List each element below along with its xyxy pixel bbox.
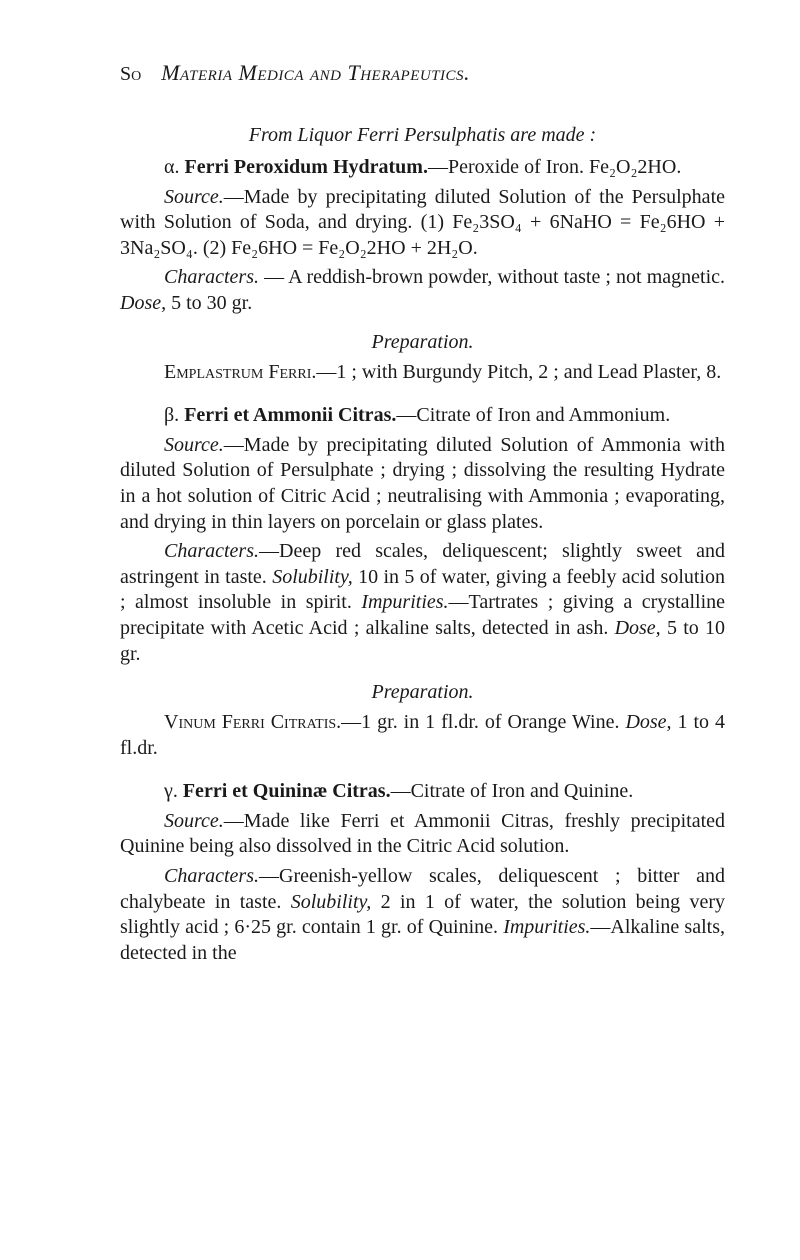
gamma-label: γ. — [164, 780, 183, 802]
gamma-tail: —Citrate of Iron and Quinine. — [391, 780, 634, 802]
vinum-name: Vinum Ferri Citratis. — [164, 711, 341, 733]
alpha-source: Source.—Made by precipitating diluted So… — [120, 185, 725, 262]
beta-characters: Characters.—Deep red scales, deliquescen… — [120, 539, 725, 667]
solubility-label: Solubility, — [272, 566, 353, 588]
dose-text: 5 to 30 gr. — [166, 292, 252, 314]
vinum-text: —1 gr. in 1 fl.dr. of Orange Wine. — [341, 711, 625, 733]
gamma-title: Ferri et Quininæ Citras. — [183, 780, 391, 802]
running-title: Materia Medica and Therapeutics. — [161, 60, 470, 85]
beta-entry: β. Ferri et Ammonii Citras.—Citrate of I… — [120, 403, 725, 429]
solubility-label: Solubility, — [291, 891, 372, 913]
alpha-label: α. — [164, 156, 184, 178]
characters-label: Characters. — [164, 865, 259, 887]
emplastrum-name: Emplastrum Ferri. — [164, 361, 316, 383]
vinum-dose-label: Dose, — [625, 711, 671, 733]
impurities-label: Impurities. — [503, 916, 590, 938]
page-number: So — [120, 63, 141, 85]
preparation-heading: Preparation. — [120, 331, 725, 354]
impurities-label: Impurities. — [361, 591, 448, 613]
alpha-entry: α. Ferri Peroxidum Hydratum.—Peroxide of… — [120, 155, 725, 181]
gamma-entry: γ. Ferri et Quininæ Citras.—Citrate of I… — [120, 779, 725, 805]
characters-label: Characters. — [164, 540, 259, 562]
alpha-title: Ferri Peroxidum Hydratum. — [184, 156, 427, 178]
made-from-line: From Liquor Ferri Persulphatis are made … — [120, 124, 725, 147]
vinum-entry: Vinum Ferri Citratis.—1 gr. in 1 fl.dr. … — [120, 710, 725, 761]
characters-text: — A reddish-brown powder, without taste … — [259, 266, 725, 288]
emplastrum-entry: Emplastrum Ferri.—1 ; with Burgundy Pitc… — [120, 360, 725, 386]
characters-label: Characters. — [164, 266, 259, 288]
preparation-heading: Preparation. — [120, 681, 725, 704]
beta-title: Ferri et Ammonii Citras. — [184, 404, 396, 426]
alpha-tail: —Peroxide of Iron. Fe₂O₂2HO. — [428, 156, 681, 178]
alpha-characters: Characters. — A reddish-brown powder, wi… — [120, 265, 725, 316]
gamma-characters: Characters.—Greenish-yellow scales, deli… — [120, 864, 725, 966]
beta-label: β. — [164, 404, 184, 426]
source-label: Source. — [164, 186, 224, 208]
beta-source: Source.—Made by precipitating diluted So… — [120, 433, 725, 535]
emplastrum-text: —1 ; with Burgundy Pitch, 2 ; and Lead P… — [316, 361, 721, 383]
source-label: Source. — [164, 434, 224, 456]
dose-label: Dose, — [615, 617, 661, 639]
running-header: So Materia Medica and Therapeutics. — [120, 60, 725, 86]
source-label: Source. — [164, 810, 224, 832]
beta-tail: —Citrate of Iron and Ammonium. — [396, 404, 670, 426]
dose-label: Dose, — [120, 292, 166, 314]
gamma-source: Source.—Made like Ferri et Ammonii Citra… — [120, 809, 725, 860]
